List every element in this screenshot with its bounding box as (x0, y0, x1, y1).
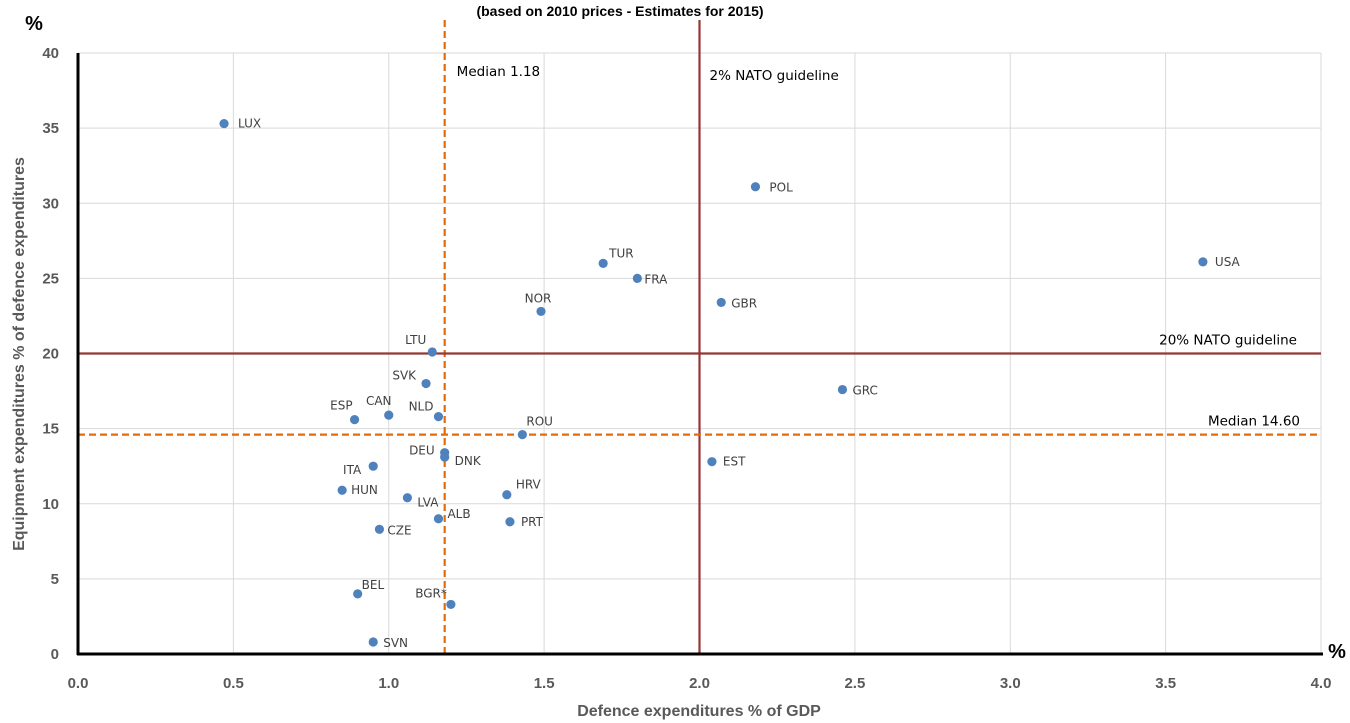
tick-labels: 0.0 0.5 1.0 1.5 2.0 2.5 3.0 3.5 4.0 0 5 10 15 20 25 30 3… (42, 45, 1331, 692)
point-label-cze: CZE (387, 523, 411, 537)
y-axis-title: Equipment expenditures % of defence expe… (11, 157, 28, 551)
reference-lines: Median 1.18 2% NATO guideline 20% NATO gui… (78, 20, 1321, 654)
y-tick-label: 25 (42, 270, 59, 287)
data-points: LUX POL TUR FRA USA GBR NOR LTU SVK GRC ESP CAN NLD R… (219, 117, 1241, 650)
y-tick-label: 15 (42, 421, 59, 438)
axes (76, 53, 1323, 656)
point-label-alb: ALB (447, 507, 470, 521)
point-lva (402, 493, 412, 503)
point-ita (368, 461, 378, 471)
point-pol (750, 182, 761, 192)
point-esp (349, 415, 360, 425)
point-label-bgr: BGR* (415, 586, 447, 600)
point-label-grc: GRC (852, 384, 877, 398)
point-hrv (502, 490, 512, 500)
point-rou (517, 430, 527, 440)
point-nor (536, 306, 546, 317)
y-tick-label: 20 (42, 346, 59, 363)
point-label-usa: USA (1215, 255, 1241, 269)
y-tick-label: 0 (51, 646, 59, 663)
point-bel (353, 589, 363, 599)
point-ltu (427, 347, 437, 357)
point-label-dnk: DNK (455, 454, 482, 468)
median_y-label: Median 14.60 (1208, 414, 1300, 430)
point-lux (219, 119, 229, 129)
point-label-rou: ROU (526, 415, 553, 429)
point-label-pol: POL (769, 181, 793, 195)
point-can (384, 410, 394, 420)
point-label-svk: SVK (392, 369, 417, 383)
point-grc (837, 384, 848, 395)
point-label-lux: LUX (238, 117, 261, 131)
point-label-nor: NOR (525, 291, 552, 305)
point-svn (368, 637, 378, 647)
point-label-nld: NLD (409, 400, 434, 414)
point-label-est: EST (723, 455, 746, 469)
point-fra (632, 273, 642, 283)
point-label-ltu: LTU (405, 333, 426, 347)
point-label-svn: SVN (383, 636, 408, 650)
x-axis-title: Defence expenditures % of GDP (577, 703, 821, 720)
point-label-hrv: HRV (516, 478, 542, 492)
point-label-deu: DEU (409, 444, 435, 458)
point-gbr (716, 297, 726, 308)
point-tur (598, 258, 608, 268)
point-label-gbr: GBR (731, 296, 757, 310)
nato_y-label: 20% NATO guideline (1159, 333, 1297, 349)
y-tick-label: 35 (42, 120, 59, 137)
x-tick-label: 1.0 (378, 675, 399, 692)
point-usa (1198, 257, 1208, 267)
point-dnk (440, 452, 450, 462)
point-cze (374, 524, 385, 534)
point-hun (337, 485, 347, 495)
y-unit-label: % (25, 13, 43, 35)
point-label-can: CAN (366, 394, 392, 408)
point-alb (433, 514, 444, 524)
point-label-fra: FRA (644, 272, 668, 286)
y-tick-label: 30 (42, 195, 59, 212)
point-label-tur: TUR (608, 246, 633, 260)
x-unit-label: % (1328, 641, 1346, 663)
point-bgr (446, 599, 456, 610)
chart-title: (based on 2010 prices - Estimates for 20… (476, 3, 763, 19)
point-est (707, 457, 717, 467)
x-tick-label: 0.0 (68, 675, 89, 692)
y-tick-label: 40 (42, 45, 59, 62)
point-label-prt: PRT (521, 515, 544, 529)
nato_x-label: 2% NATO guideline (710, 68, 839, 84)
point-prt (505, 517, 515, 527)
point-label-esp: ESP (330, 399, 352, 413)
point-nld (433, 412, 444, 422)
x-tick-label: 2.0 (689, 675, 710, 692)
point-label-ita: ITA (343, 463, 362, 477)
x-tick-label: 2.5 (844, 675, 865, 692)
x-tick-label: 3.5 (1155, 675, 1176, 692)
y-tick-label: 5 (51, 571, 59, 588)
point-label-lva: LVA (417, 496, 439, 510)
x-tick-label: 3.0 (1000, 675, 1021, 692)
y-tick-label: 10 (42, 496, 59, 513)
point-svk (421, 378, 431, 389)
x-tick-label: 1.5 (534, 675, 555, 692)
point-label-hun: HUN (351, 483, 378, 497)
x-tick-label: 0.5 (223, 675, 244, 692)
median_x-label: Median 1.18 (457, 64, 540, 80)
x-tick-label: 4.0 (1311, 675, 1332, 692)
point-label-bel: BEL (362, 578, 385, 592)
